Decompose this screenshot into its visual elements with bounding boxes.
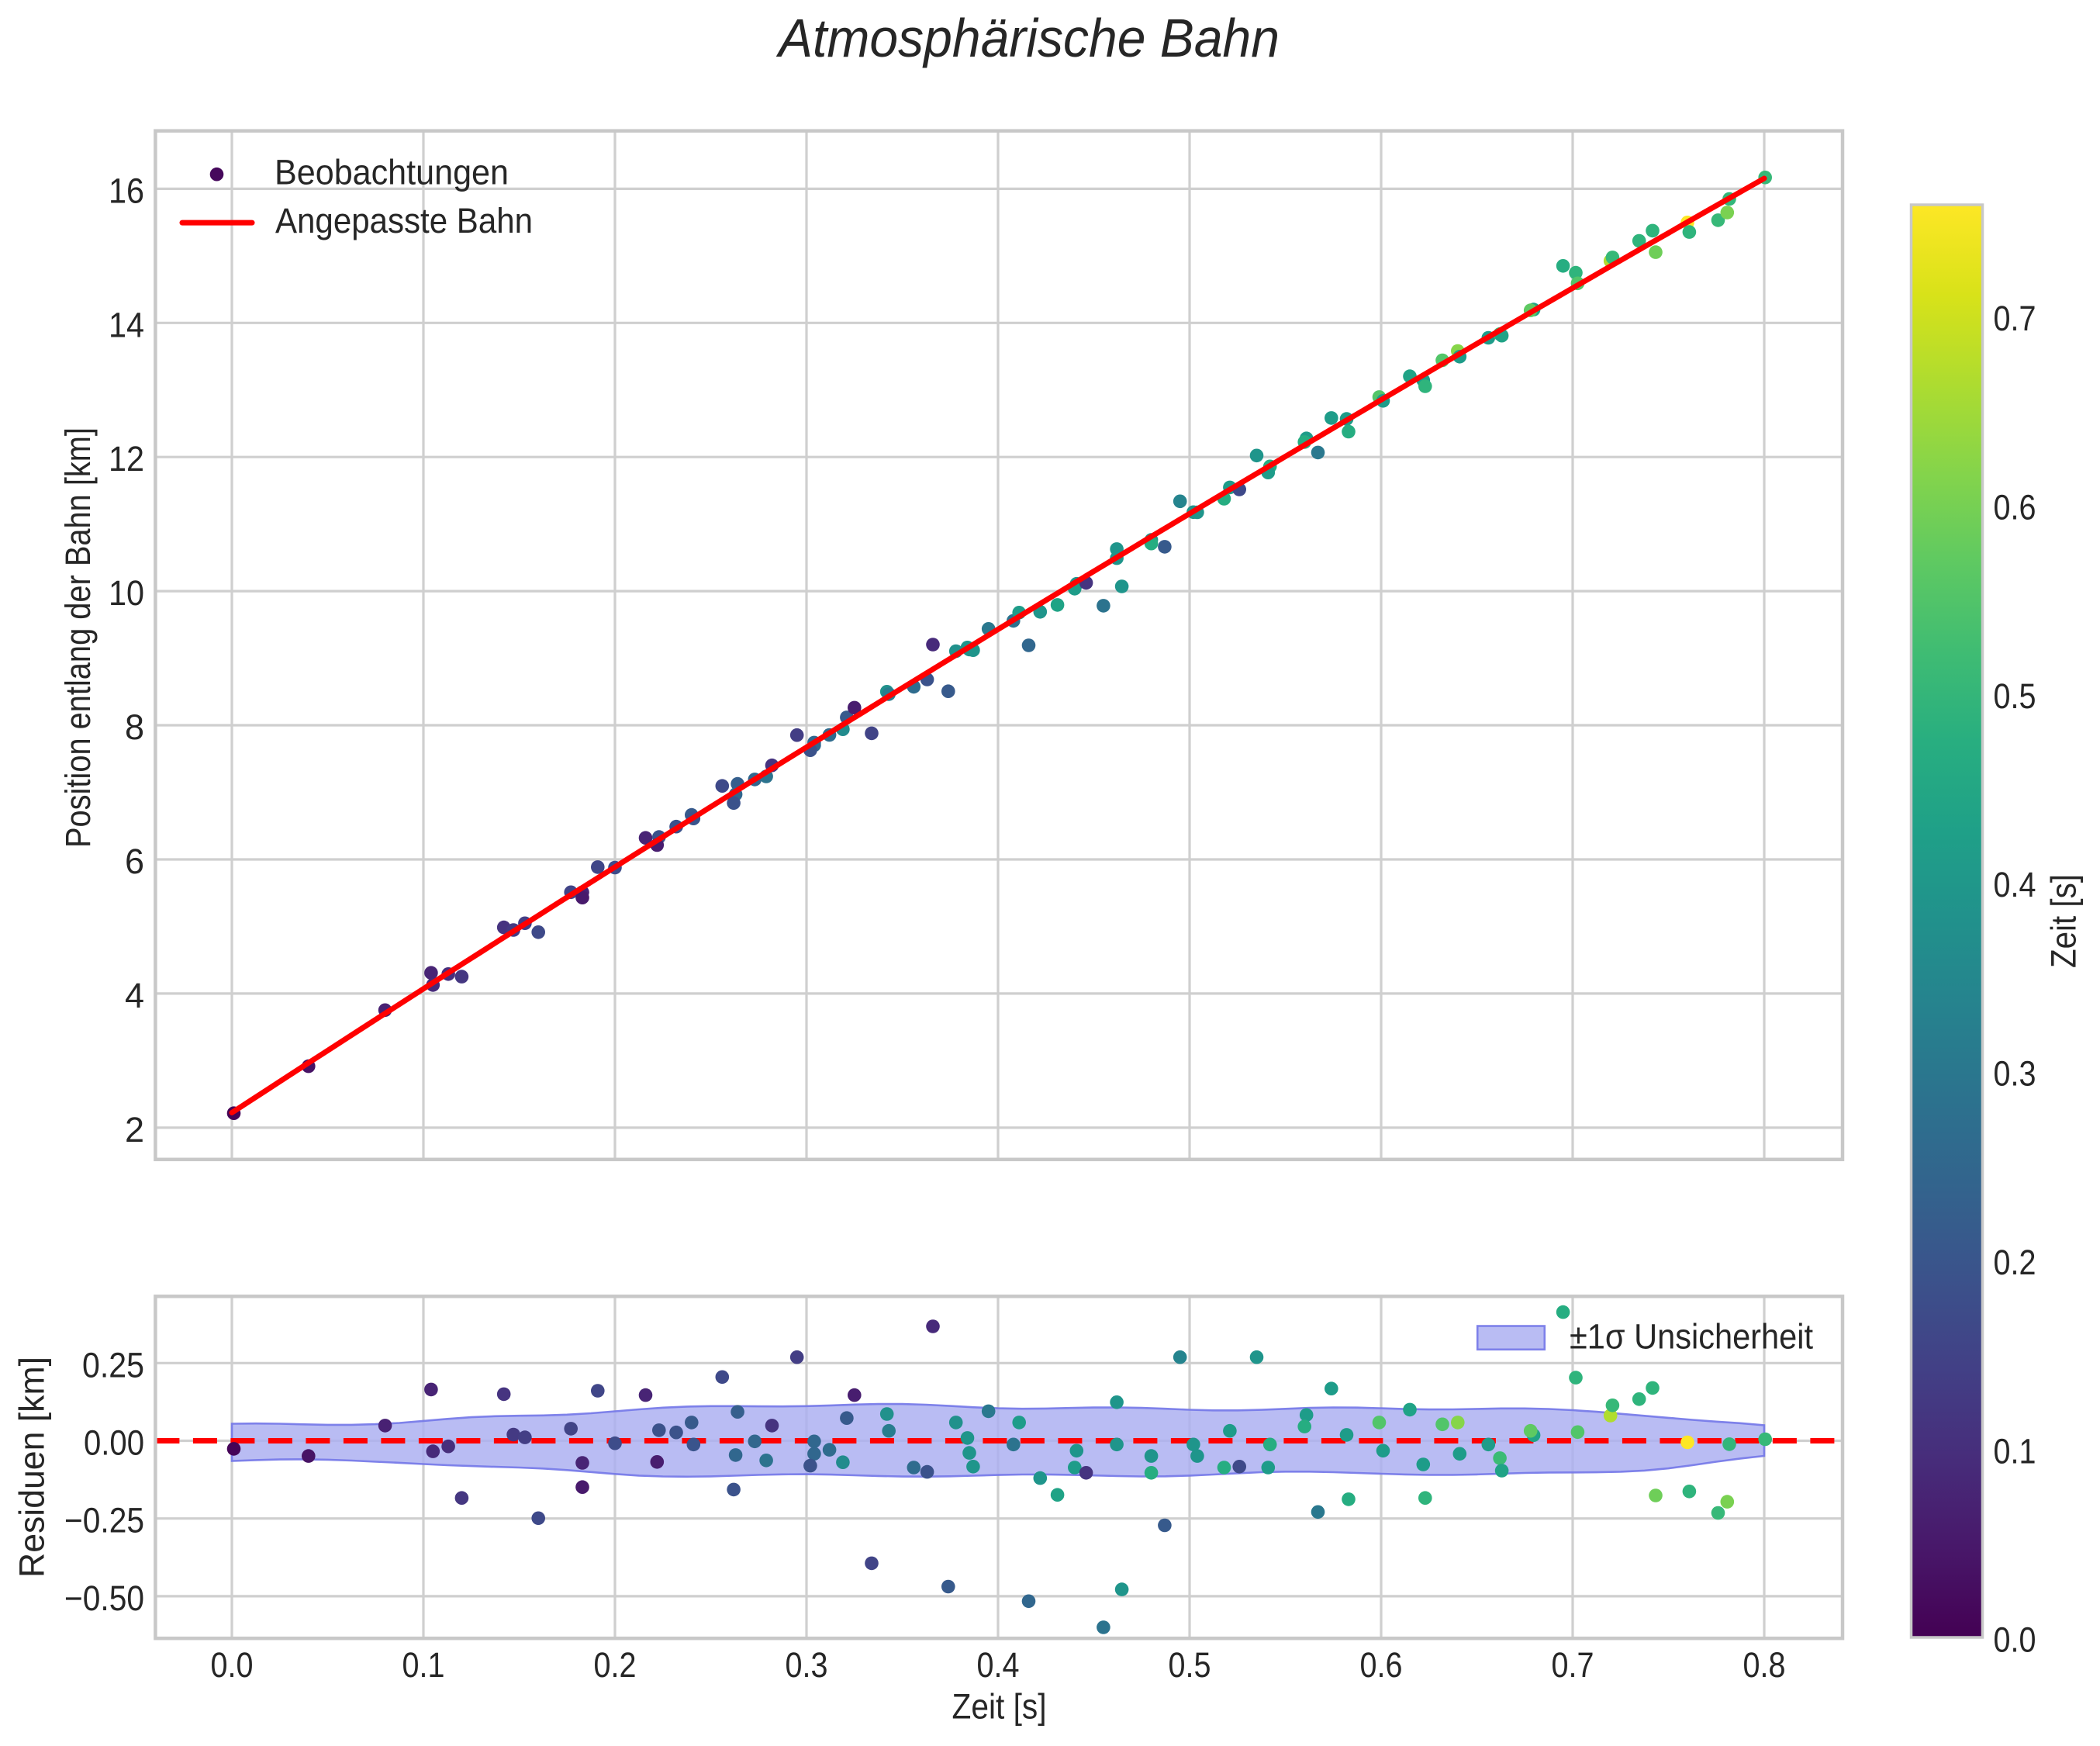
svg-text:0.4: 0.4 xyxy=(977,1645,1020,1685)
svg-text:±1σ Unsicherheit: ±1σ Unsicherheit xyxy=(1570,1317,1813,1357)
svg-text:0.1: 0.1 xyxy=(402,1645,445,1685)
svg-text:16: 16 xyxy=(109,171,144,210)
svg-text:0.8: 0.8 xyxy=(1743,1645,1786,1685)
svg-text:12: 12 xyxy=(109,439,144,479)
svg-text:0.3: 0.3 xyxy=(786,1645,828,1685)
svg-text:4: 4 xyxy=(125,976,144,1015)
svg-text:Zeit [s]: Zeit [s] xyxy=(2044,874,2084,968)
svg-text:Beobachtungen: Beobachtungen xyxy=(275,152,509,192)
svg-text:0.6: 0.6 xyxy=(1360,1645,1403,1685)
svg-text:6: 6 xyxy=(125,842,144,881)
svg-text:0.25: 0.25 xyxy=(82,1345,144,1385)
svg-text:0.3: 0.3 xyxy=(1994,1054,2036,1094)
svg-text:0.6: 0.6 xyxy=(1994,488,2036,527)
svg-text:0.1: 0.1 xyxy=(1994,1431,2036,1471)
svg-text:2: 2 xyxy=(125,1110,144,1150)
svg-text:10: 10 xyxy=(109,573,144,613)
svg-text:0.00: 0.00 xyxy=(84,1423,144,1463)
svg-text:0.0: 0.0 xyxy=(1994,1620,2036,1660)
svg-text:Residuen [km]: Residuen [km] xyxy=(12,1357,51,1578)
svg-text:0.7: 0.7 xyxy=(1994,299,2036,338)
svg-text:Atmosphärische Bahn: Atmosphärische Bahn xyxy=(775,8,1280,68)
svg-text:0.2: 0.2 xyxy=(1994,1243,2036,1282)
svg-text:0.4: 0.4 xyxy=(1994,865,2036,904)
svg-text:0.2: 0.2 xyxy=(594,1645,637,1685)
svg-text:0.5: 0.5 xyxy=(1169,1645,1211,1685)
svg-text:−0.50: −0.50 xyxy=(64,1578,144,1618)
svg-text:0.7: 0.7 xyxy=(1552,1645,1594,1685)
svg-text:Zeit [s]: Zeit [s] xyxy=(952,1687,1047,1727)
svg-text:Angepasste Bahn: Angepasste Bahn xyxy=(275,201,533,240)
svg-text:14: 14 xyxy=(109,305,144,344)
svg-text:0.5: 0.5 xyxy=(1994,676,2036,716)
svg-text:8: 8 xyxy=(125,707,144,747)
svg-text:0.0: 0.0 xyxy=(211,1645,254,1685)
svg-text:Position entlang der Bahn [km]: Position entlang der Bahn [km] xyxy=(58,427,98,848)
svg-text:−0.25: −0.25 xyxy=(64,1501,144,1540)
